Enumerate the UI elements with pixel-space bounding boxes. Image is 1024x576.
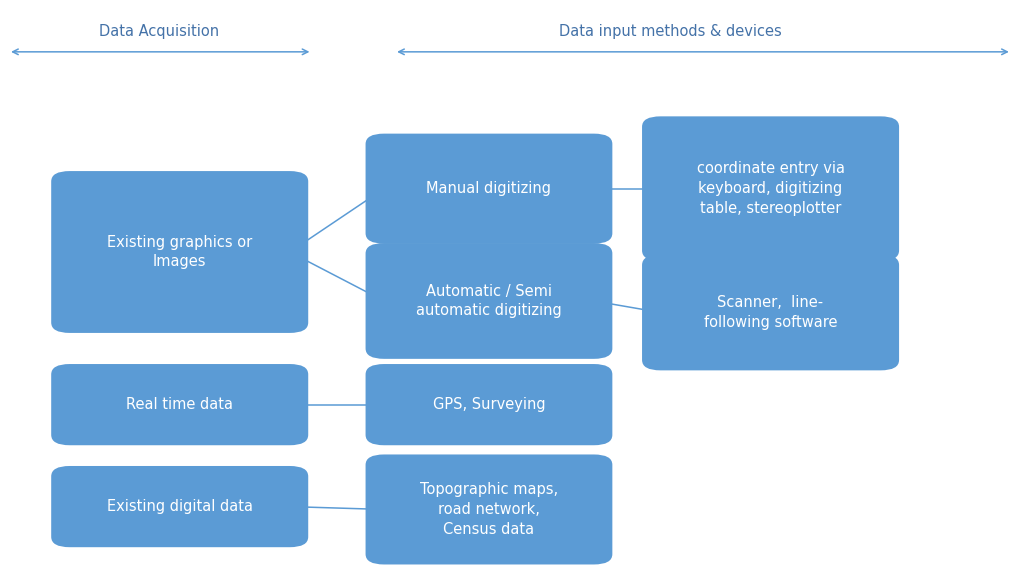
Text: GPS, Surveying: GPS, Surveying [433, 397, 545, 412]
Text: Topographic maps,
road network,
Census data: Topographic maps, road network, Census d… [420, 482, 558, 537]
Text: Scanner,  line-
following software: Scanner, line- following software [703, 295, 838, 330]
Text: Existing graphics or
Images: Existing graphics or Images [108, 234, 252, 270]
FancyBboxPatch shape [51, 171, 308, 333]
FancyBboxPatch shape [642, 116, 899, 261]
FancyBboxPatch shape [366, 454, 612, 564]
FancyBboxPatch shape [366, 364, 612, 445]
Text: coordinate entry via
keyboard, digitizing
table, stereoplotter: coordinate entry via keyboard, digitizin… [696, 161, 845, 216]
FancyBboxPatch shape [366, 243, 612, 359]
Text: Automatic / Semi
automatic digitizing: Automatic / Semi automatic digitizing [416, 283, 562, 319]
FancyBboxPatch shape [366, 134, 612, 244]
Text: Existing digital data: Existing digital data [106, 499, 253, 514]
FancyBboxPatch shape [642, 255, 899, 370]
Text: Data Acquisition: Data Acquisition [98, 24, 219, 39]
FancyBboxPatch shape [51, 466, 308, 547]
FancyBboxPatch shape [51, 364, 308, 445]
Text: Real time data: Real time data [126, 397, 233, 412]
Text: Data input methods & devices: Data input methods & devices [559, 24, 782, 39]
Text: Manual digitizing: Manual digitizing [426, 181, 552, 196]
